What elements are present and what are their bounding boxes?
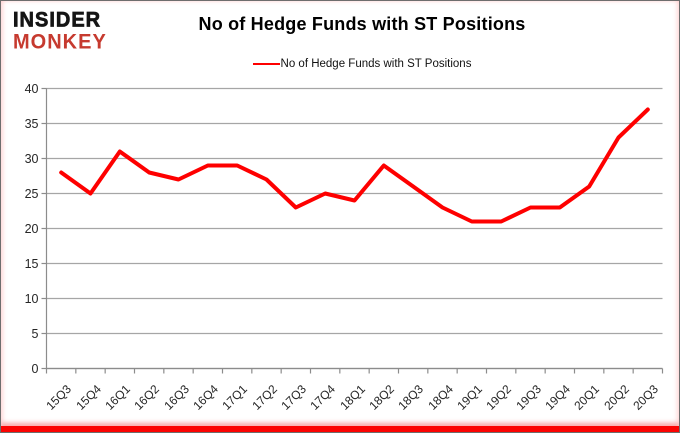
y-axis-label: 30 [24, 151, 39, 166]
y-axis-label: 25 [24, 186, 39, 201]
logo-word-monkey: MONKEY [13, 29, 107, 54]
logo-word-insider: INSIDER [13, 7, 102, 32]
page-title: No of Hedge Funds with ST Positions [198, 14, 526, 34]
y-axis-label: 35 [24, 116, 39, 131]
series-line [59, 107, 650, 224]
chart-header: No of Hedge Funds with ST Positions [57, 14, 667, 35]
legend-label: No of Hedge Funds with ST Positions [280, 58, 472, 70]
y-axis-label: 10 [24, 291, 39, 306]
y-axis-label: 15 [24, 256, 39, 271]
y-axis-label: 5 [31, 326, 39, 341]
insider-monkey-logo: INSIDER MONKEY [13, 7, 107, 54]
legend-line-icon [252, 63, 280, 65]
chart-legend: No of Hedge Funds with ST Positions [57, 58, 667, 70]
y-axis-label: 40 [24, 81, 39, 96]
y-axis-label: 20 [24, 221, 39, 236]
y-axis-label: 0 [31, 361, 39, 376]
bottom-accent-bar [1, 426, 679, 432]
